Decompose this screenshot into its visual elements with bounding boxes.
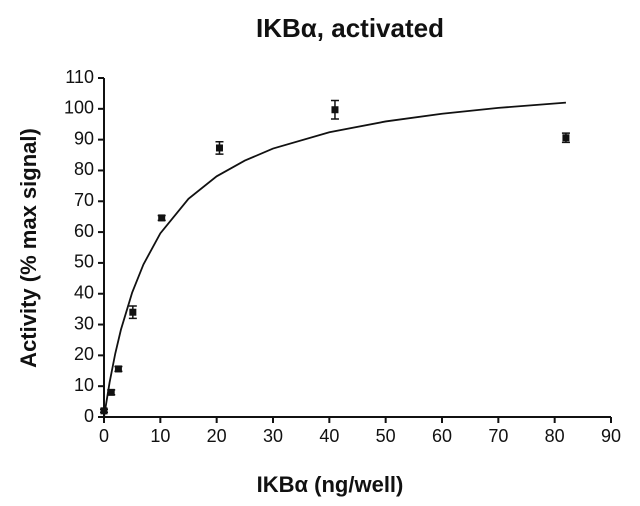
x-tick-label: 90	[601, 426, 621, 446]
y-tick-label: 30	[74, 313, 94, 333]
x-tick-label: 70	[488, 426, 508, 446]
y-tick-label: 80	[74, 159, 94, 179]
y-tick-label: 60	[74, 221, 94, 241]
y-tick-label: 10	[74, 375, 94, 395]
y-tick-label: 110	[65, 67, 94, 87]
y-tick-label: 90	[74, 128, 94, 148]
x-tick-label: 30	[263, 426, 283, 446]
x-tick-label: 20	[207, 426, 227, 446]
data-point	[331, 106, 339, 114]
x-tick-label: 10	[150, 426, 170, 446]
x-axis-label: IKBα (ng/well)	[257, 472, 404, 497]
data-point	[100, 407, 108, 415]
y-tick-label: 20	[74, 344, 94, 364]
y-tick-label: 0	[84, 406, 94, 426]
chart-title: IKBα, activated	[256, 13, 444, 43]
y-axis-label: Activity (% max signal)	[16, 128, 41, 368]
x-tick-label: 0	[99, 426, 109, 446]
data-point	[114, 365, 122, 373]
x-tick-label: 60	[432, 426, 452, 446]
y-tick-label: 40	[74, 282, 94, 302]
data-point	[215, 144, 223, 152]
data-point	[129, 308, 137, 316]
data-point	[158, 214, 166, 222]
y-tick-label: 100	[64, 98, 94, 118]
x-tick-label: 50	[376, 426, 396, 446]
x-tick-label: 80	[545, 426, 565, 446]
x-tick-label: 40	[319, 426, 339, 446]
y-tick-label: 50	[74, 252, 94, 272]
data-point	[562, 134, 570, 142]
fit-curve	[103, 101, 566, 418]
data-point	[107, 388, 115, 396]
y-tick-label: 70	[74, 190, 94, 210]
